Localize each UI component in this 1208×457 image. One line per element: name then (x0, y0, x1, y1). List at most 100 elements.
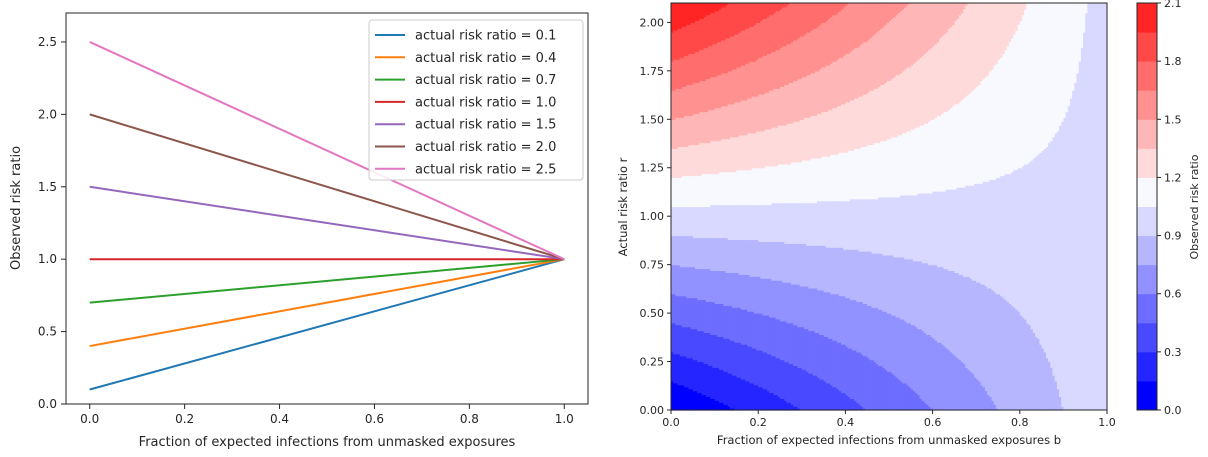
contour-cell (699, 330, 703, 363)
contour-cell (758, 167, 761, 206)
contour-cell (854, 299, 857, 351)
contour-cell (673, 177, 676, 208)
contour-cell (773, 12, 777, 53)
contour-cell (688, 53, 692, 85)
contour-cell (1050, 367, 1054, 411)
contour-cell (679, 235, 683, 268)
contour-cell (954, 355, 958, 411)
contour-cell (703, 237, 707, 270)
contour-cell (692, 144, 696, 177)
contour-cell (965, 4, 969, 97)
contour-cell (817, 332, 820, 378)
contour-cell (956, 103, 960, 188)
contour-cell (836, 12, 840, 60)
contour-cell (960, 3, 964, 14)
contour-cell (727, 70, 731, 105)
contour-cell (810, 72, 814, 117)
contour-cell (673, 293, 676, 324)
contour-cell (764, 18, 768, 56)
contour-cell (834, 3, 838, 16)
contour-cell (753, 167, 757, 206)
contour-cell (679, 57, 683, 89)
contour-cell (681, 3, 685, 27)
contour-cell (989, 179, 993, 289)
contour-cell (849, 299, 853, 349)
contour-cell (738, 274, 742, 308)
contour-cell (941, 266, 945, 345)
contour-cell (865, 355, 868, 411)
contour-cell (1019, 3, 1023, 22)
contour-cell (819, 289, 823, 336)
contour-cell (718, 107, 722, 142)
contour-cell (795, 284, 799, 326)
contour-cell (686, 206, 690, 237)
contour-cell (738, 342, 742, 378)
contour-cell (712, 173, 716, 206)
contour-cell (786, 84, 790, 124)
contour-cell (904, 382, 908, 411)
contour-cell (934, 191, 938, 266)
contour-cell (679, 266, 683, 297)
contour-cell (690, 53, 694, 85)
contour-cell (671, 351, 674, 382)
contour-cell (775, 49, 779, 89)
contour-cell (681, 235, 685, 268)
contour-cell (734, 272, 737, 308)
contour-cell (906, 3, 910, 6)
contour-cell (762, 18, 766, 56)
contour-cell (1032, 158, 1036, 334)
contour-cell (960, 12, 964, 101)
contour-cell (1037, 338, 1041, 411)
contour-cell (947, 109, 951, 190)
contour-cell (686, 235, 690, 268)
contour-cell (834, 61, 838, 109)
contour-cell (1015, 169, 1019, 310)
contour-cell (769, 316, 772, 355)
contour-cell (675, 3, 679, 31)
contour-cell (797, 202, 801, 244)
contour-cell (705, 396, 709, 411)
contour-cell (716, 74, 720, 109)
contour-cell (893, 196, 897, 258)
contour-cell (681, 266, 685, 297)
contour-cell (847, 101, 851, 151)
contour-cell (967, 185, 971, 277)
contour-cell (797, 367, 801, 409)
contour-cell (897, 316, 901, 380)
contour-cell (899, 194, 903, 258)
contour-cell (753, 347, 757, 386)
contour-cell (834, 154, 838, 202)
contour-cell (690, 206, 694, 237)
contour-cell (786, 123, 790, 165)
contour-cell (679, 28, 683, 58)
contour-cell (817, 70, 820, 115)
contour-cell (830, 154, 833, 202)
x-tick-label: 0.2 (175, 412, 194, 426)
contour-cell (958, 187, 962, 275)
contour-cell (697, 392, 700, 411)
contour-cell (841, 8, 844, 58)
contour-cell (810, 373, 814, 411)
contour-cell (867, 305, 870, 359)
contour-cell (769, 53, 772, 91)
contour-cell (808, 3, 812, 33)
contour-cell (974, 88, 977, 184)
contour-cell (705, 237, 709, 270)
contour-cell (834, 247, 838, 295)
contour-cell (721, 369, 724, 403)
contour-cell (952, 270, 955, 355)
contour-cell (714, 204, 718, 239)
contour-cell (841, 103, 844, 153)
contour-cell (976, 282, 979, 380)
contour-cell (1021, 316, 1025, 411)
contour-cell (721, 138, 724, 173)
contour-cell (803, 76, 807, 118)
contour-cell (860, 251, 864, 303)
contour-cell (705, 3, 709, 16)
contour-cell (838, 3, 842, 12)
contour-cell (1059, 3, 1062, 126)
contour-cell (684, 26, 687, 56)
contour-cell (675, 117, 679, 149)
contour-cell (760, 20, 764, 58)
contour-cell (923, 332, 927, 403)
